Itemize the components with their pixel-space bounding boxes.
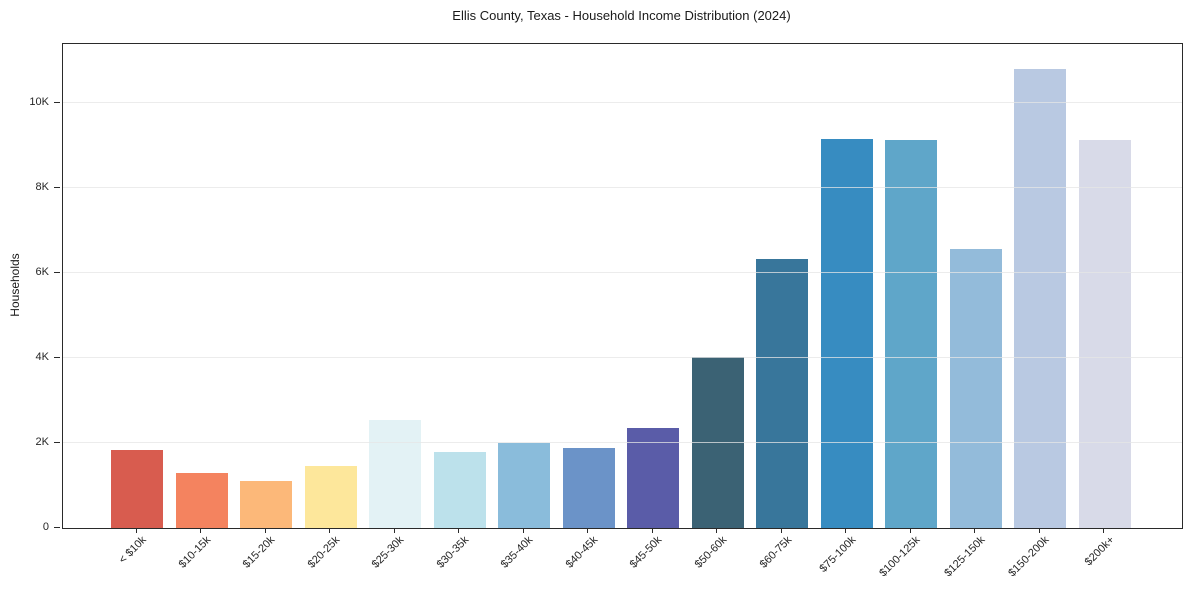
x-tick-label: $50-60k [692,534,730,571]
bar [240,481,293,528]
y-tick-label: 8K [35,181,49,194]
x-tick-label: $30-35k [434,534,472,571]
bar [175,473,228,528]
y-tick-mark [54,356,60,358]
bar [111,450,163,528]
bar [820,139,873,528]
y-tick-mark [54,271,60,273]
x-tick-label: $35-40k [499,534,536,571]
x-tick-label: $25-30k [369,534,407,571]
gridline [63,272,1182,273]
bar [756,259,809,528]
bar [1014,69,1067,528]
x-tick-label: $150-200k [1006,534,1052,580]
y-tick-mark [54,441,60,443]
bar [433,452,486,528]
bar [627,428,680,528]
gridline [63,442,1182,443]
x-tick-label: $200k+ [1082,534,1117,569]
x-tick-label: $10-15k [176,534,214,571]
y-axis-label: Households [8,253,22,317]
gridline [63,187,1182,188]
bar [949,249,1002,528]
x-tick-label: $75-100k [817,534,859,575]
y-tick-mark [54,186,60,188]
y-tick-label: 10K [29,96,49,109]
plot-area [62,43,1183,529]
x-tick-label: $45-50k [628,534,665,571]
y-tick-label: 2K [35,436,49,448]
x-tick-label: $125-150k [942,534,988,580]
x-tick-label: < $10k [116,534,149,567]
bar [1078,140,1131,528]
gridline [63,102,1182,103]
bar [304,466,357,528]
x-tick-label: $40-45k [563,534,601,571]
bar [498,443,551,528]
y-tick-label: 0 [42,521,49,533]
x-tick-label: $15-20k [240,534,278,571]
x-tick-label: $20-25k [305,534,343,571]
bar [562,448,615,528]
bar [369,420,422,528]
y-tick-mark [54,101,60,103]
chart-title: Ellis County, Texas - Household Income D… [452,8,791,23]
x-tick-label: $60-75k [757,534,794,571]
x-tick-label: $100-125k [877,534,923,580]
y-tick-mark [54,526,60,528]
gridline [63,357,1182,358]
bar [885,140,938,528]
y-tick-label: 4K [35,351,49,364]
